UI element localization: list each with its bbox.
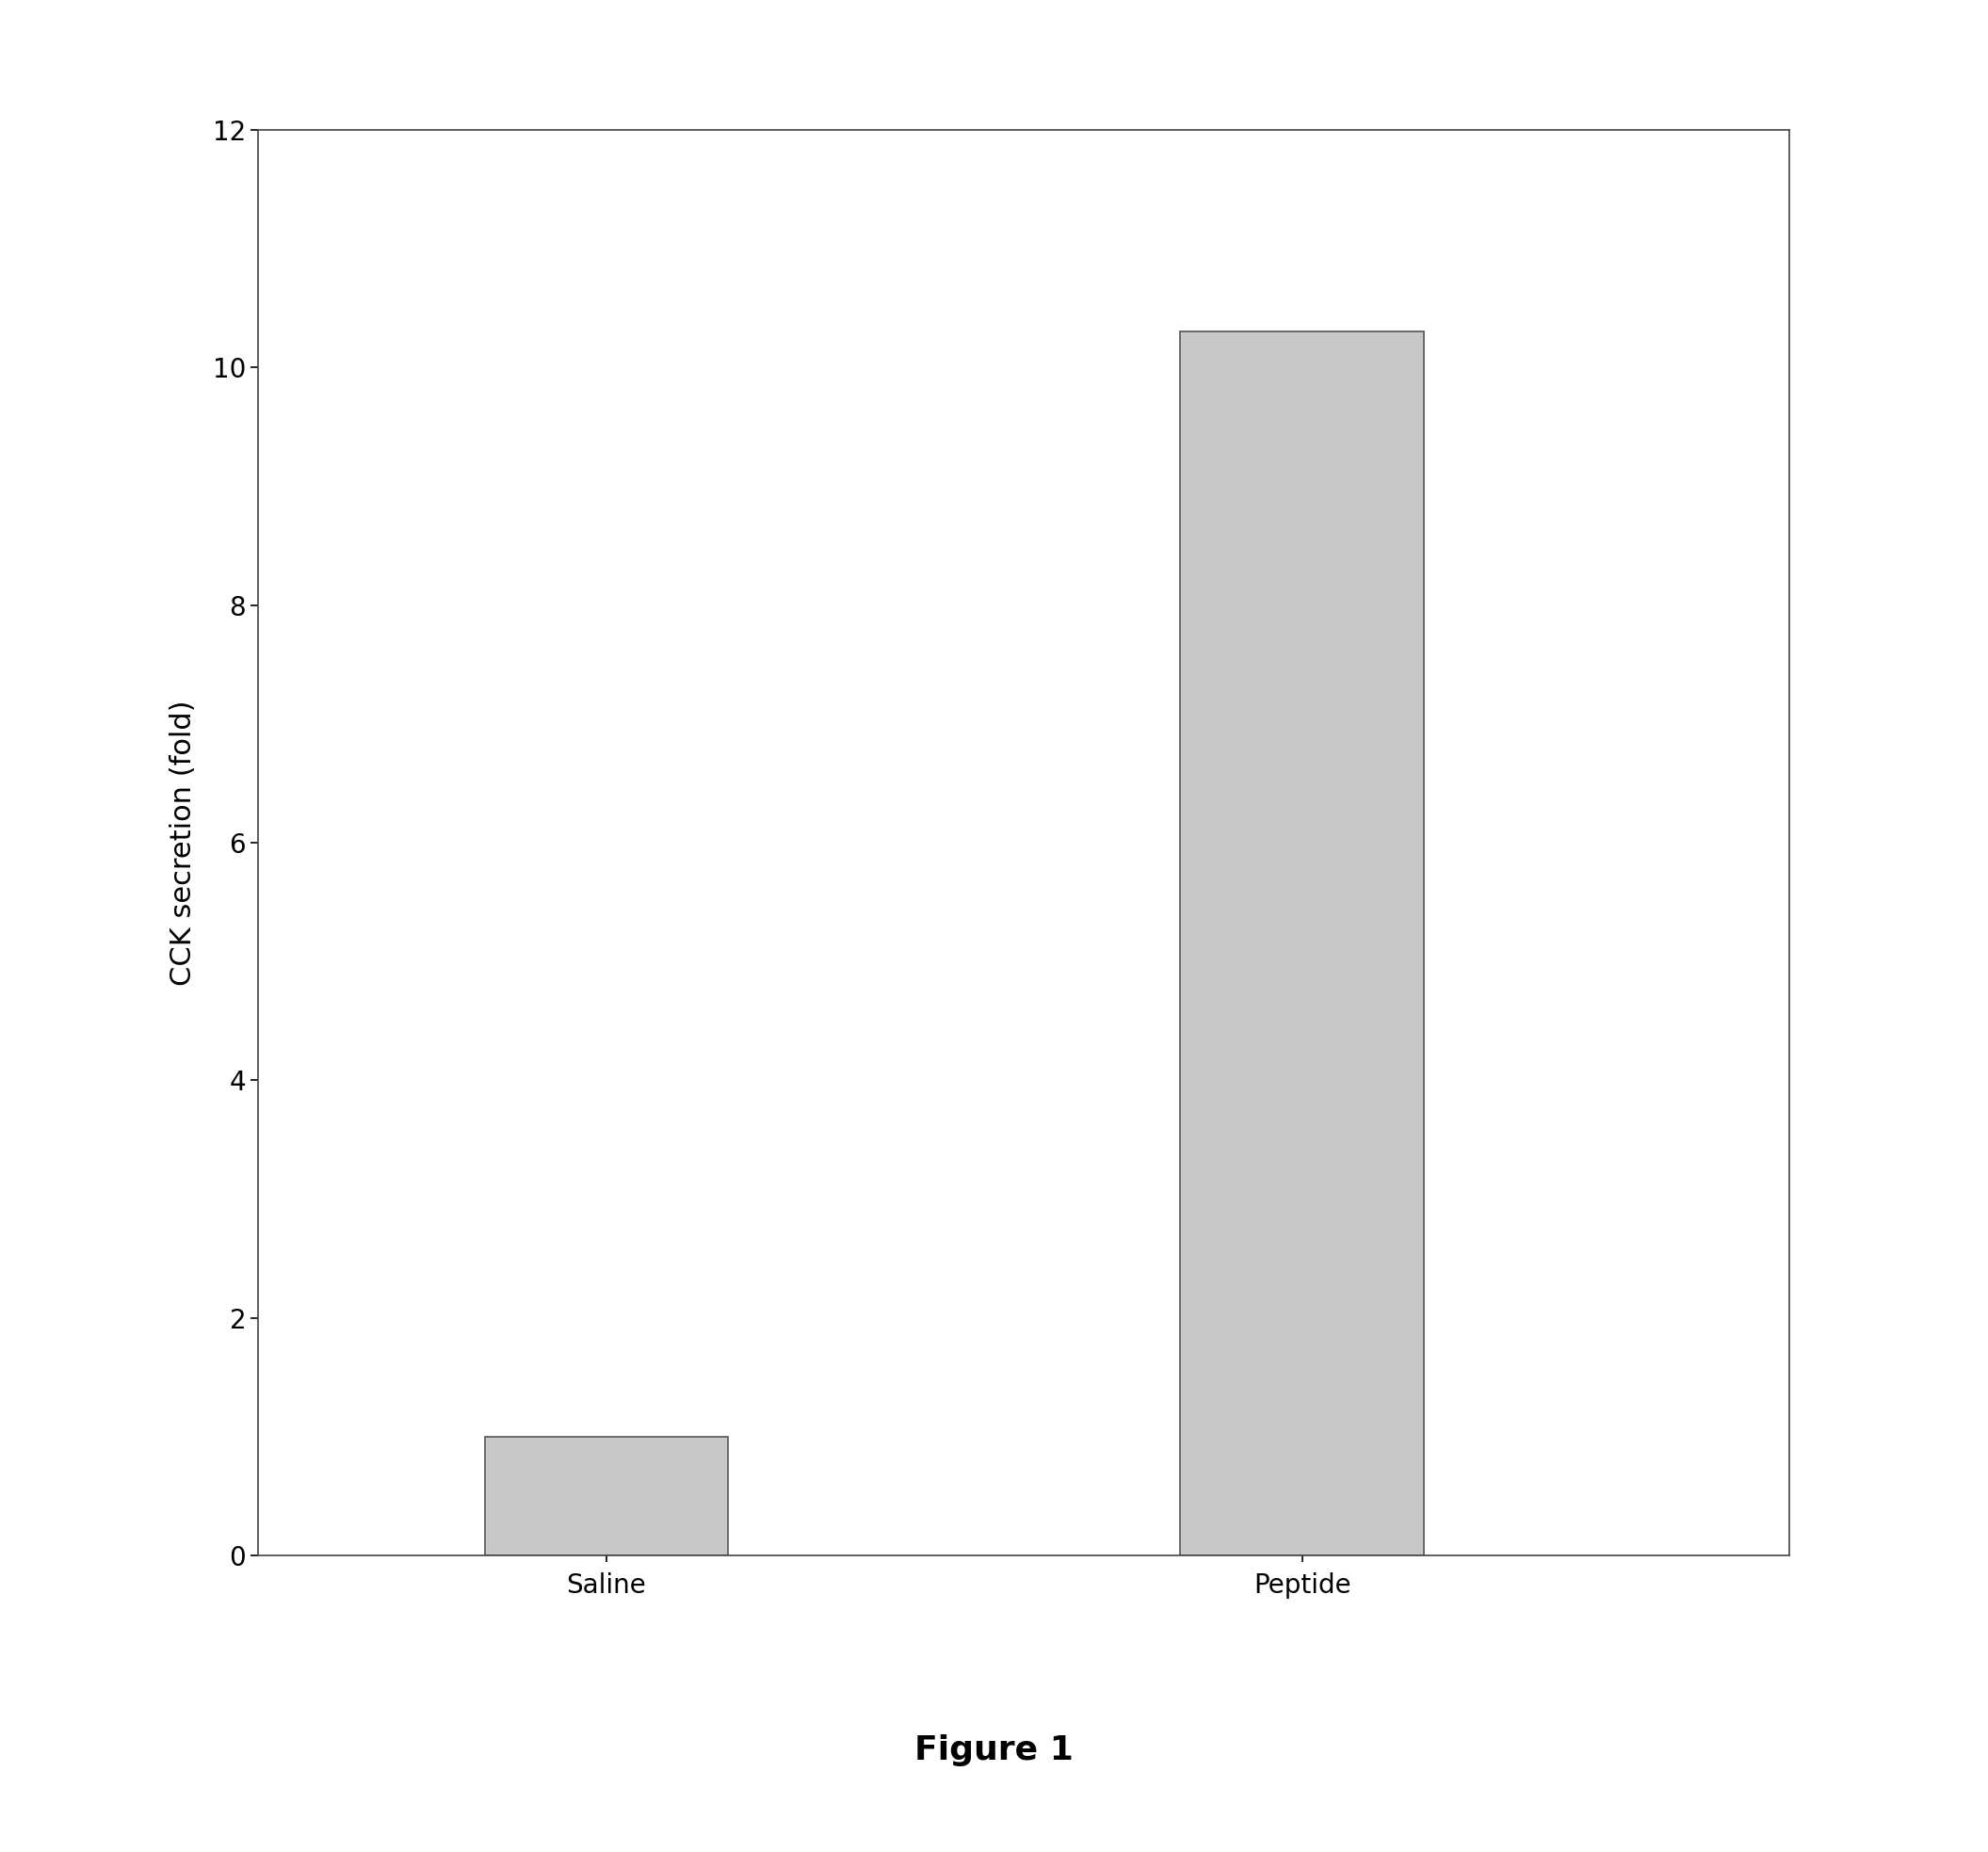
- Y-axis label: CCK secretion (fold): CCK secretion (fold): [169, 700, 197, 985]
- Bar: [1181, 332, 1423, 1556]
- Bar: [485, 1437, 728, 1556]
- Text: Figure 1: Figure 1: [914, 1733, 1074, 1767]
